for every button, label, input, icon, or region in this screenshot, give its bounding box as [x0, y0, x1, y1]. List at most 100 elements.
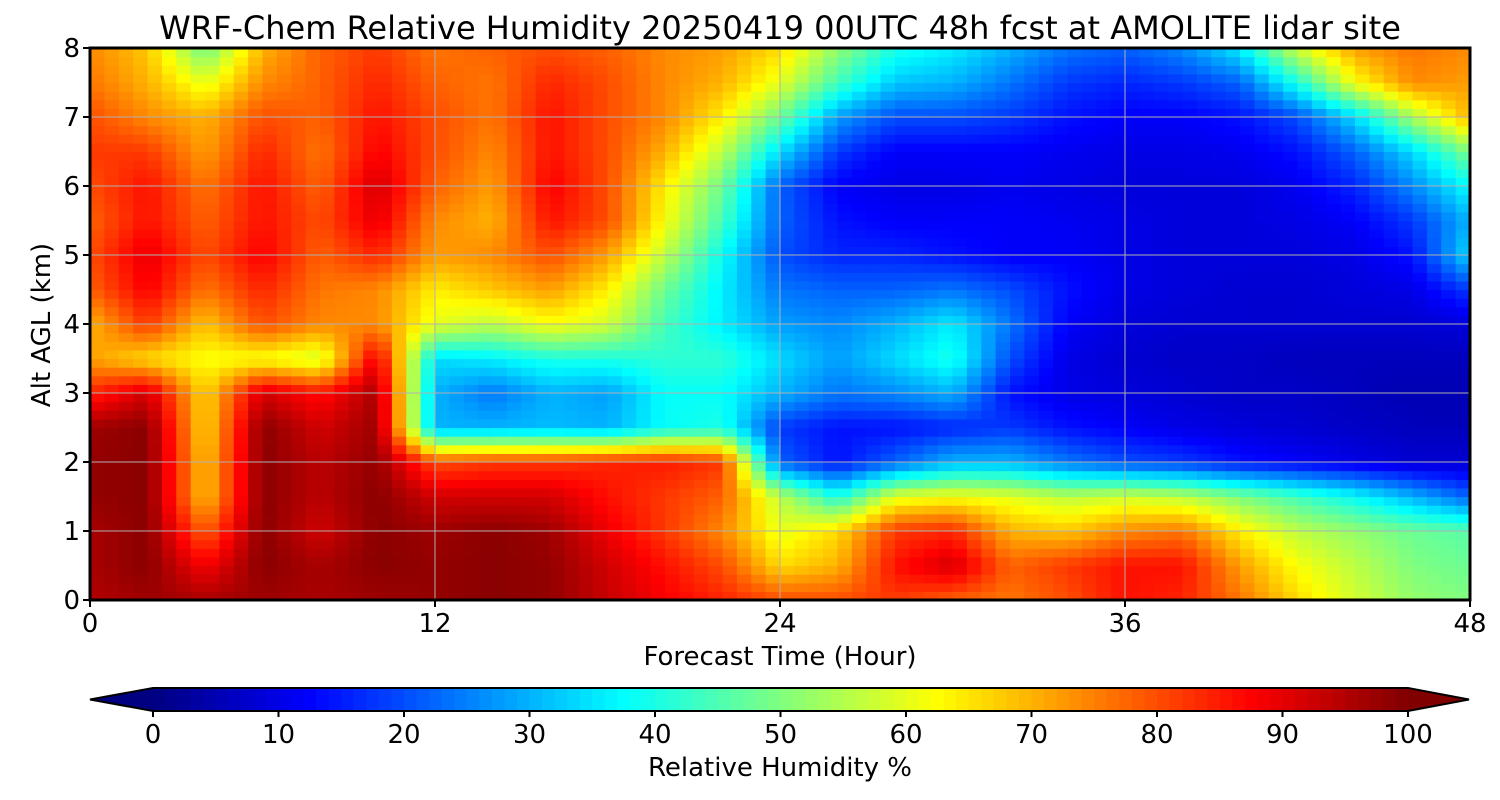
heatmap-cell	[1240, 237, 1255, 247]
heatmap-cell	[1426, 203, 1442, 213]
heatmap-cell	[923, 229, 939, 239]
heatmap-cell	[765, 470, 781, 480]
heatmap-cell	[837, 315, 853, 325]
heatmap-cell	[377, 272, 393, 282]
heatmap-cell	[722, 306, 738, 316]
heatmap-cell	[90, 367, 105, 377]
heatmap-cell	[1038, 505, 1054, 515]
heatmap-cell	[320, 237, 335, 247]
heatmap-cell	[90, 263, 105, 273]
heatmap-cell	[435, 496, 450, 506]
heatmap-cell	[1139, 496, 1155, 506]
heatmap-cell	[248, 194, 264, 204]
heatmap-cell	[1412, 298, 1428, 308]
heatmap-cell	[478, 186, 494, 196]
heatmap-cell	[808, 479, 824, 489]
heatmap-cell	[1455, 453, 1471, 463]
heatmap-cell	[262, 522, 278, 532]
heatmap-cell	[1081, 384, 1097, 394]
heatmap-cell	[478, 298, 494, 308]
heatmap-cell	[406, 324, 422, 334]
heatmap-cell	[449, 194, 465, 204]
heatmap-cell	[205, 151, 220, 161]
heatmap-cell	[823, 556, 839, 567]
heatmap-cell	[923, 168, 939, 178]
heatmap-cell	[966, 289, 982, 299]
heatmap-cell	[938, 418, 954, 429]
heatmap-cell	[981, 255, 997, 265]
heatmap-cell	[722, 556, 738, 567]
heatmap-cell	[449, 418, 465, 429]
heatmap-cell	[751, 168, 767, 178]
heatmap-cell	[1412, 177, 1428, 187]
heatmap-cell	[823, 177, 839, 187]
heatmap-cell	[1412, 487, 1428, 498]
heatmap-cell	[1196, 151, 1212, 161]
heatmap-cell	[851, 418, 867, 429]
heatmap-cell	[377, 194, 393, 204]
heatmap-cell	[1038, 168, 1054, 178]
heatmap-cell	[1441, 168, 1457, 178]
heatmap-cell	[938, 539, 954, 549]
heatmap-cell	[693, 332, 709, 342]
heatmap-cell	[1139, 548, 1155, 558]
heatmap-cell	[1398, 375, 1414, 385]
heatmap-cell	[1139, 211, 1155, 222]
heatmap-cell	[463, 487, 479, 498]
heatmap-cell	[1081, 255, 1097, 265]
heatmap-cell	[808, 229, 824, 239]
heatmap-cell	[1096, 462, 1112, 472]
heatmap-cell	[276, 289, 292, 299]
heatmap-cell	[722, 151, 738, 161]
heatmap-cell	[981, 513, 997, 523]
heatmap-cell	[578, 582, 594, 592]
heatmap-cell	[420, 393, 436, 403]
heatmap-cell	[1168, 263, 1184, 273]
heatmap-cell	[1426, 151, 1442, 161]
heatmap-cell	[506, 479, 522, 489]
heatmap-cell	[751, 393, 767, 403]
heatmap-cell	[262, 453, 278, 463]
heatmap-cell	[665, 306, 680, 316]
heatmap-cell	[478, 539, 494, 549]
heatmap-cell	[133, 582, 149, 592]
heatmap-cell	[463, 496, 479, 506]
heatmap-cell	[161, 298, 177, 308]
heatmap-cell	[1355, 496, 1370, 506]
heatmap-cell	[823, 367, 839, 377]
heatmap-cell	[1024, 177, 1040, 187]
heatmap-cell	[1398, 470, 1414, 480]
heatmap-cell	[1182, 436, 1198, 446]
heatmap-cell	[1283, 539, 1299, 549]
heatmap-cell	[1426, 591, 1442, 601]
heatmap-cell	[1455, 151, 1471, 161]
heatmap-cell	[133, 220, 149, 230]
heatmap-cell	[866, 384, 882, 394]
heatmap-cell	[866, 487, 882, 498]
heatmap-cell	[751, 203, 767, 213]
heatmap-cell	[492, 453, 508, 463]
heatmap-cell	[1038, 341, 1054, 351]
heatmap-cell	[722, 418, 738, 429]
heatmap-cell	[176, 255, 192, 265]
heatmap-cell	[636, 349, 652, 360]
heatmap-cell	[1254, 479, 1270, 489]
heatmap-cell	[981, 306, 997, 316]
heatmap-cell	[1369, 289, 1385, 299]
heatmap-cell	[233, 272, 249, 282]
heatmap-cell	[866, 186, 882, 196]
heatmap-cell	[765, 462, 781, 472]
heatmap-cell	[320, 160, 335, 170]
heatmap-cell	[952, 462, 968, 472]
heatmap-cell	[406, 168, 422, 178]
heatmap-cell	[722, 367, 738, 377]
heatmap-cell	[1139, 591, 1155, 601]
heatmap-cell	[880, 591, 896, 601]
heatmap-cell	[679, 246, 695, 256]
heatmap-cell	[808, 367, 824, 377]
heatmap-cell	[478, 384, 494, 394]
heatmap-cell	[1024, 341, 1040, 351]
heatmap-cell	[90, 479, 105, 489]
heatmap-cell	[765, 505, 781, 515]
heatmap-cell	[219, 513, 235, 523]
